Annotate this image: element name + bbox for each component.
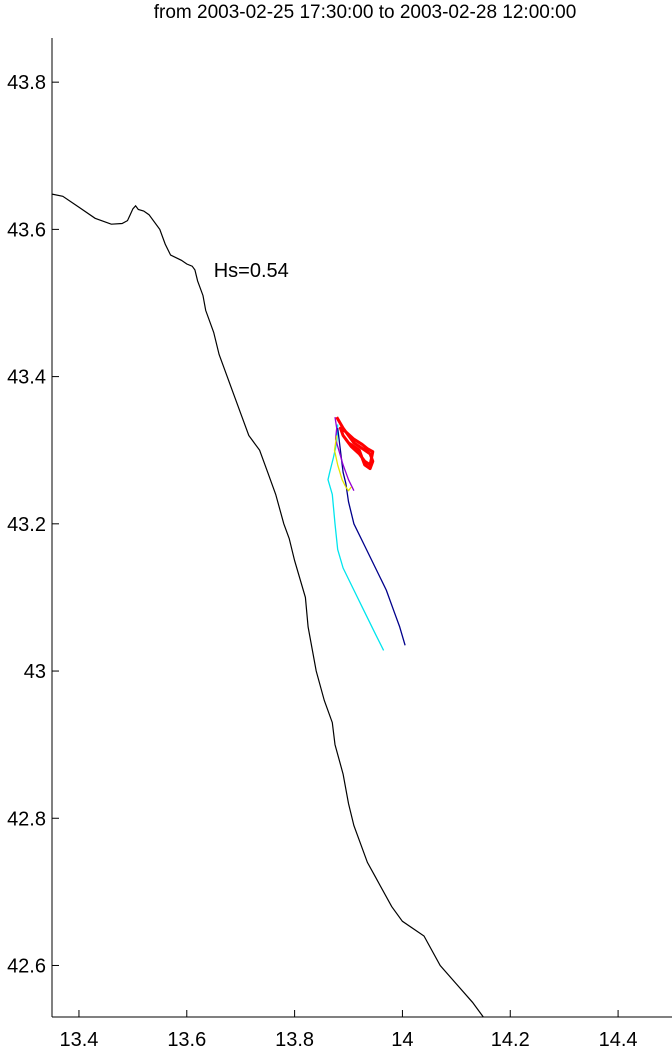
x-tick-label: 13.6	[167, 1029, 206, 1051]
x-tick-label: 14.2	[491, 1029, 530, 1051]
y-tick-label: 43	[24, 661, 46, 683]
axes: 13.4 13.6 13.8 14 14.2 14.4 42.6 42.8 43 43.2 43.4…	[7, 38, 672, 1051]
coastline	[52, 193, 484, 1017]
x-tick-label: 14.4	[599, 1029, 638, 1051]
chart-title: from 2003-02-25 17:30:00 to 2003-02-28 1…	[154, 2, 577, 23]
trajectory-line-3	[334, 417, 355, 491]
wave-height-annotation: Hs=0.54	[214, 260, 289, 282]
y-tick-label: 43.4	[7, 367, 46, 389]
trajectory-line-2	[337, 428, 406, 646]
y-tick-label: 43.6	[7, 219, 46, 241]
y-tick-label: 43.8	[7, 72, 46, 94]
trajectory-line-4	[333, 435, 352, 492]
x-tick-label: 14	[391, 1029, 413, 1051]
y-tick-label: 42.8	[7, 808, 46, 830]
x-tick-label: 13.4	[59, 1029, 98, 1051]
y-tick-label: 42.6	[7, 955, 46, 977]
trajectory-line-5	[335, 416, 375, 471]
plot-area	[52, 193, 484, 1017]
trajectory-line-1	[327, 424, 385, 651]
x-tick-label: 13.8	[275, 1029, 314, 1051]
y-tick-label: 43.2	[7, 514, 46, 536]
